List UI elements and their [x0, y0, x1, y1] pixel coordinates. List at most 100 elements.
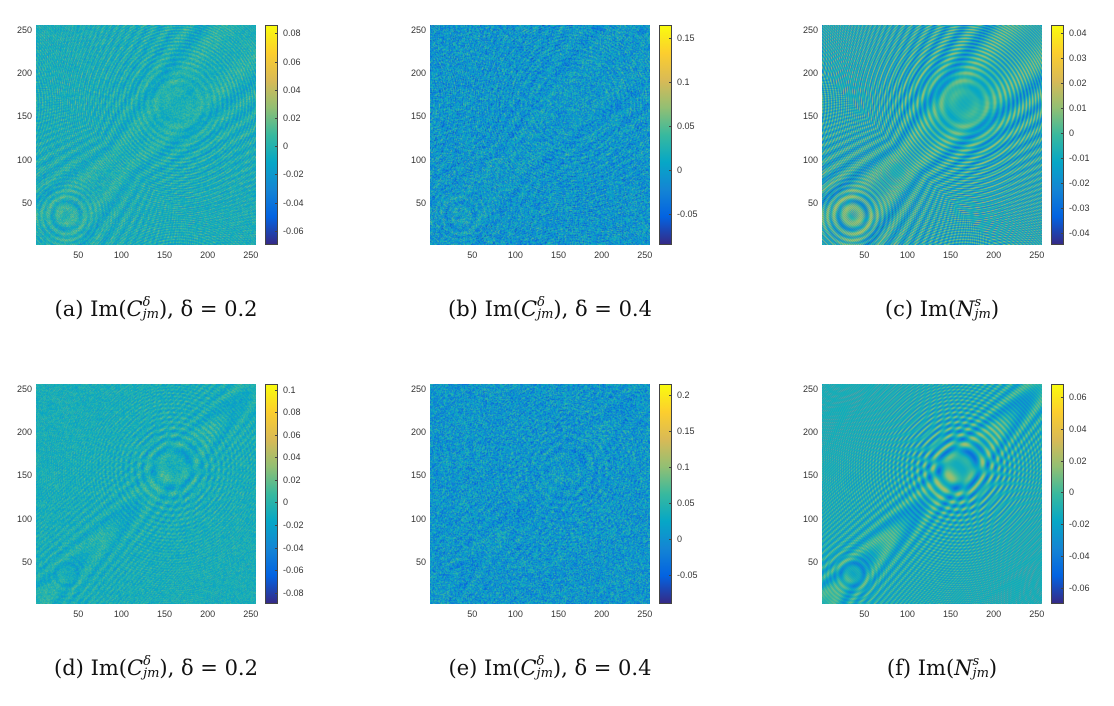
x-tick-label: 250	[637, 250, 652, 260]
y-tick-label: 150	[396, 470, 426, 480]
colorbar-tick-label: -0.04	[283, 198, 304, 208]
panel-caption: (b) Im(C δ jm), δ = 0.4	[370, 297, 730, 322]
colorbar-tick-mark	[1061, 461, 1064, 462]
caption-symbol: N	[956, 297, 974, 321]
colorbar-tick-mark	[275, 525, 278, 526]
y-tick-label: 50	[2, 557, 32, 567]
caption-supsub: s jm	[973, 656, 989, 679]
caption-operator: Im	[90, 297, 118, 321]
colorbar-tick-label: 0.04	[1069, 424, 1087, 434]
caption-supsub: s jm	[975, 297, 991, 320]
caption-label: (c)	[885, 297, 913, 321]
y-tick-label: 200	[788, 68, 818, 78]
heatmap-plot	[36, 384, 256, 604]
colorbar-tick-mark	[669, 214, 672, 215]
colorbar-tick-mark	[275, 570, 278, 571]
colorbar-tick-label: 0.1	[677, 77, 690, 87]
colorbar-tick-mark	[1061, 588, 1064, 589]
colorbar-tick-mark	[275, 502, 278, 503]
caption-operator: Im	[920, 297, 948, 321]
colorbar-tick-label: 0.02	[283, 113, 301, 123]
caption-subscript: jm	[537, 309, 553, 321]
colorbar-tick-mark	[669, 82, 672, 83]
y-tick-label: 150	[788, 111, 818, 121]
colorbar-tick-mark	[1061, 83, 1064, 84]
colorbar-tick-mark	[275, 118, 278, 119]
panel-caption: (c) Im(N s jm)	[762, 297, 1114, 322]
x-tick-label: 150	[551, 250, 566, 260]
colorbar-tick-label: -0.04	[1069, 228, 1090, 238]
caption-operator: Im	[918, 656, 946, 680]
colorbar-tick-mark	[1061, 429, 1064, 430]
colorbar	[659, 25, 672, 245]
heatmap-panel: 50 100 150 200 250 50 100 150 200 250 0.08 0.06 0.04…	[36, 25, 366, 325]
y-tick-label: 200	[788, 427, 818, 437]
colorbar-tick-mark	[275, 33, 278, 34]
colorbar-tick-mark	[275, 231, 278, 232]
y-tick-label: 150	[2, 111, 32, 121]
x-tick-label: 100	[900, 609, 915, 619]
heatmap-panel: 50 100 150 200 250 50 100 150 200 250 0.2 0.15 0.1 0.…	[430, 384, 760, 684]
heatmap-plot	[822, 384, 1042, 604]
caption-subscript: jm	[143, 668, 159, 680]
heatmap-plot	[430, 25, 650, 245]
colorbar-tick-mark	[669, 126, 672, 127]
caption-subscript: jm	[143, 309, 159, 321]
colorbar-tick-label: 0.08	[283, 28, 301, 38]
heatmap-plot	[36, 25, 256, 245]
y-tick-label: 150	[2, 470, 32, 480]
colorbar-tick-mark	[1061, 183, 1064, 184]
heatmap-canvas	[822, 384, 1042, 604]
colorbar-tick-label: 0.1	[283, 385, 296, 395]
colorbar-tick-mark	[1061, 233, 1064, 234]
y-tick-label: 50	[396, 557, 426, 567]
caption-supsub: δ jm	[143, 656, 159, 679]
panel-caption: (e) Im(C δ jm), δ = 0.4	[370, 656, 730, 681]
colorbar-tick-label: 0.01	[1069, 103, 1087, 113]
colorbar-tick-mark	[669, 170, 672, 171]
colorbar-tick-mark	[275, 62, 278, 63]
x-tick-label: 250	[243, 609, 258, 619]
y-tick-label: 200	[2, 427, 32, 437]
heatmap-panel: 50 100 150 200 250 50 100 150 200 250 0.04 0.03 0.02…	[822, 25, 1114, 325]
colorbar-tick-label: 0.04	[283, 85, 301, 95]
colorbar-tick-mark	[669, 503, 672, 504]
x-tick-label: 100	[508, 609, 523, 619]
panel-caption: (d) Im(C δ jm), δ = 0.2	[0, 656, 336, 681]
colorbar-tick-label: -0.02	[283, 169, 304, 179]
y-tick-label: 100	[396, 514, 426, 524]
panel-caption: (f) Im(N s jm)	[762, 656, 1114, 681]
colorbar	[265, 25, 278, 245]
caption-subscript: jm	[975, 309, 991, 321]
caption-symbol: C	[521, 297, 537, 321]
x-tick-label: 50	[859, 250, 869, 260]
y-tick-label: 100	[2, 514, 32, 524]
colorbar-tick-label: -0.05	[677, 209, 698, 219]
caption-subscript: jm	[537, 668, 553, 680]
colorbar-tick-label: -0.04	[1069, 551, 1090, 561]
heatmap-panel: 50 100 150 200 250 50 100 150 200 250 0.1 0.08 0.06 0…	[36, 384, 366, 684]
caption-symbol: C	[127, 297, 143, 321]
x-tick-label: 200	[594, 250, 609, 260]
colorbar-tick-mark	[275, 174, 278, 175]
colorbar-tick-label: 0.02	[1069, 456, 1087, 466]
colorbar-tick-mark	[275, 548, 278, 549]
colorbar-tick-mark	[1061, 208, 1064, 209]
colorbar-tick-label: -0.01	[1069, 153, 1090, 163]
colorbar-tick-label: 0.04	[283, 452, 301, 462]
x-tick-label: 200	[200, 250, 215, 260]
heatmap-canvas	[430, 25, 650, 245]
colorbar-tick-label: -0.02	[1069, 519, 1090, 529]
x-tick-label: 100	[508, 250, 523, 260]
heatmap-canvas	[36, 384, 256, 604]
colorbar-tick-label: 0.04	[1069, 28, 1087, 38]
y-tick-label: 200	[396, 427, 426, 437]
colorbar-tick-mark	[669, 467, 672, 468]
y-tick-label: 250	[788, 384, 818, 394]
y-tick-label: 250	[788, 25, 818, 35]
x-tick-label: 50	[859, 609, 869, 619]
heatmap-plot	[430, 384, 650, 604]
colorbar-tick-mark	[275, 480, 278, 481]
x-tick-label: 200	[594, 609, 609, 619]
colorbar-tick-label: 0.02	[1069, 78, 1087, 88]
